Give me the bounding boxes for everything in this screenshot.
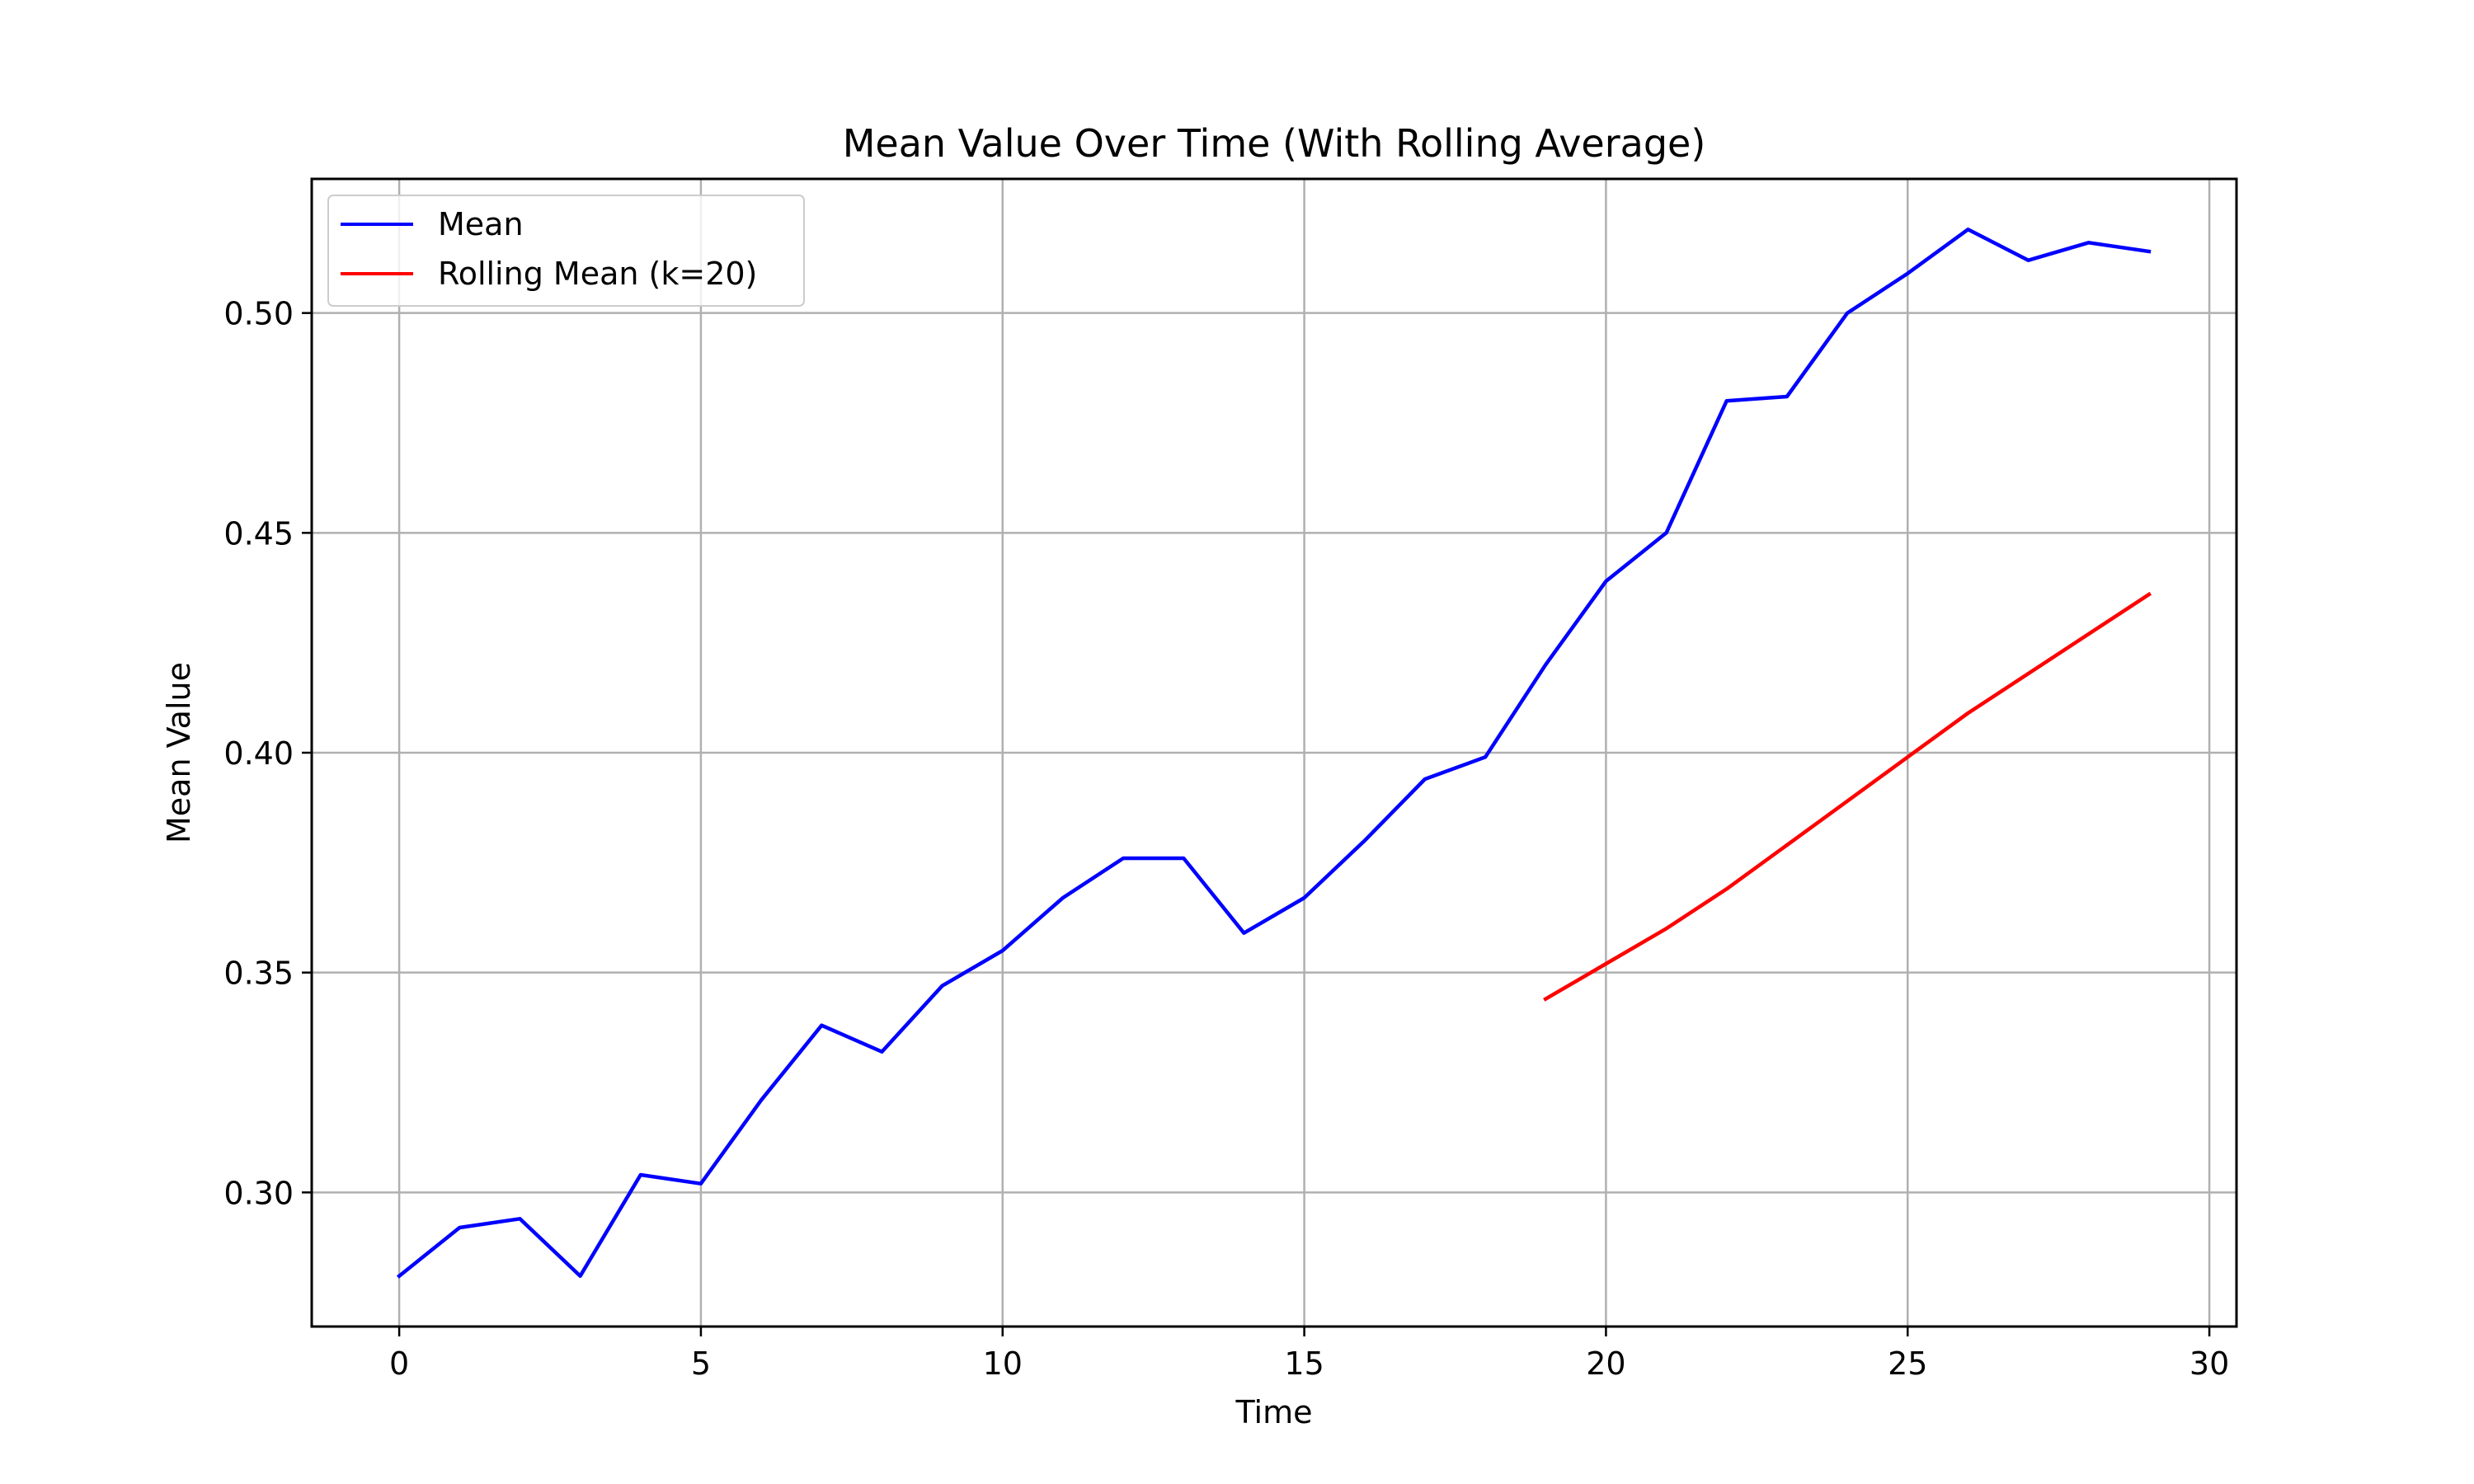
x-tick-label: 5 — [691, 1345, 711, 1382]
legend-label-rolling-mean: Rolling Mean (k=20) — [438, 256, 757, 292]
x-tick-label: 15 — [1284, 1345, 1324, 1382]
x-tick-label: 30 — [2189, 1345, 2229, 1382]
x-axis-label: Time — [1235, 1394, 1313, 1430]
x-tick-label: 25 — [1888, 1345, 1927, 1382]
x-tick-label: 0 — [389, 1345, 409, 1382]
y-tick-label: 0.30 — [223, 1175, 294, 1211]
legend-label-mean: Mean — [438, 206, 524, 242]
y-axis: 0.30 0.35 0.40 0.45 0.50 — [223, 296, 312, 1211]
chart-title: Mean Value Over Time (With Rolling Avera… — [843, 121, 1706, 166]
legend: Mean Rolling Mean (k=20) — [327, 195, 805, 307]
y-tick-label: 0.50 — [223, 296, 294, 332]
y-axis-label: Mean Value — [161, 662, 197, 843]
series-line-mean — [396, 228, 2152, 1279]
legend-box — [327, 195, 805, 307]
y-tick-label: 0.35 — [223, 956, 294, 992]
y-tick-label: 0.45 — [223, 515, 294, 552]
x-tick-label: 20 — [1586, 1345, 1625, 1382]
x-axis: 0 5 10 15 20 25 30 — [389, 1327, 2229, 1382]
series-line-rolling-mean — [1543, 591, 2152, 1002]
y-tick-label: 0.40 — [223, 735, 294, 772]
series-layer — [396, 228, 2152, 1279]
x-tick-label: 10 — [983, 1345, 1023, 1382]
